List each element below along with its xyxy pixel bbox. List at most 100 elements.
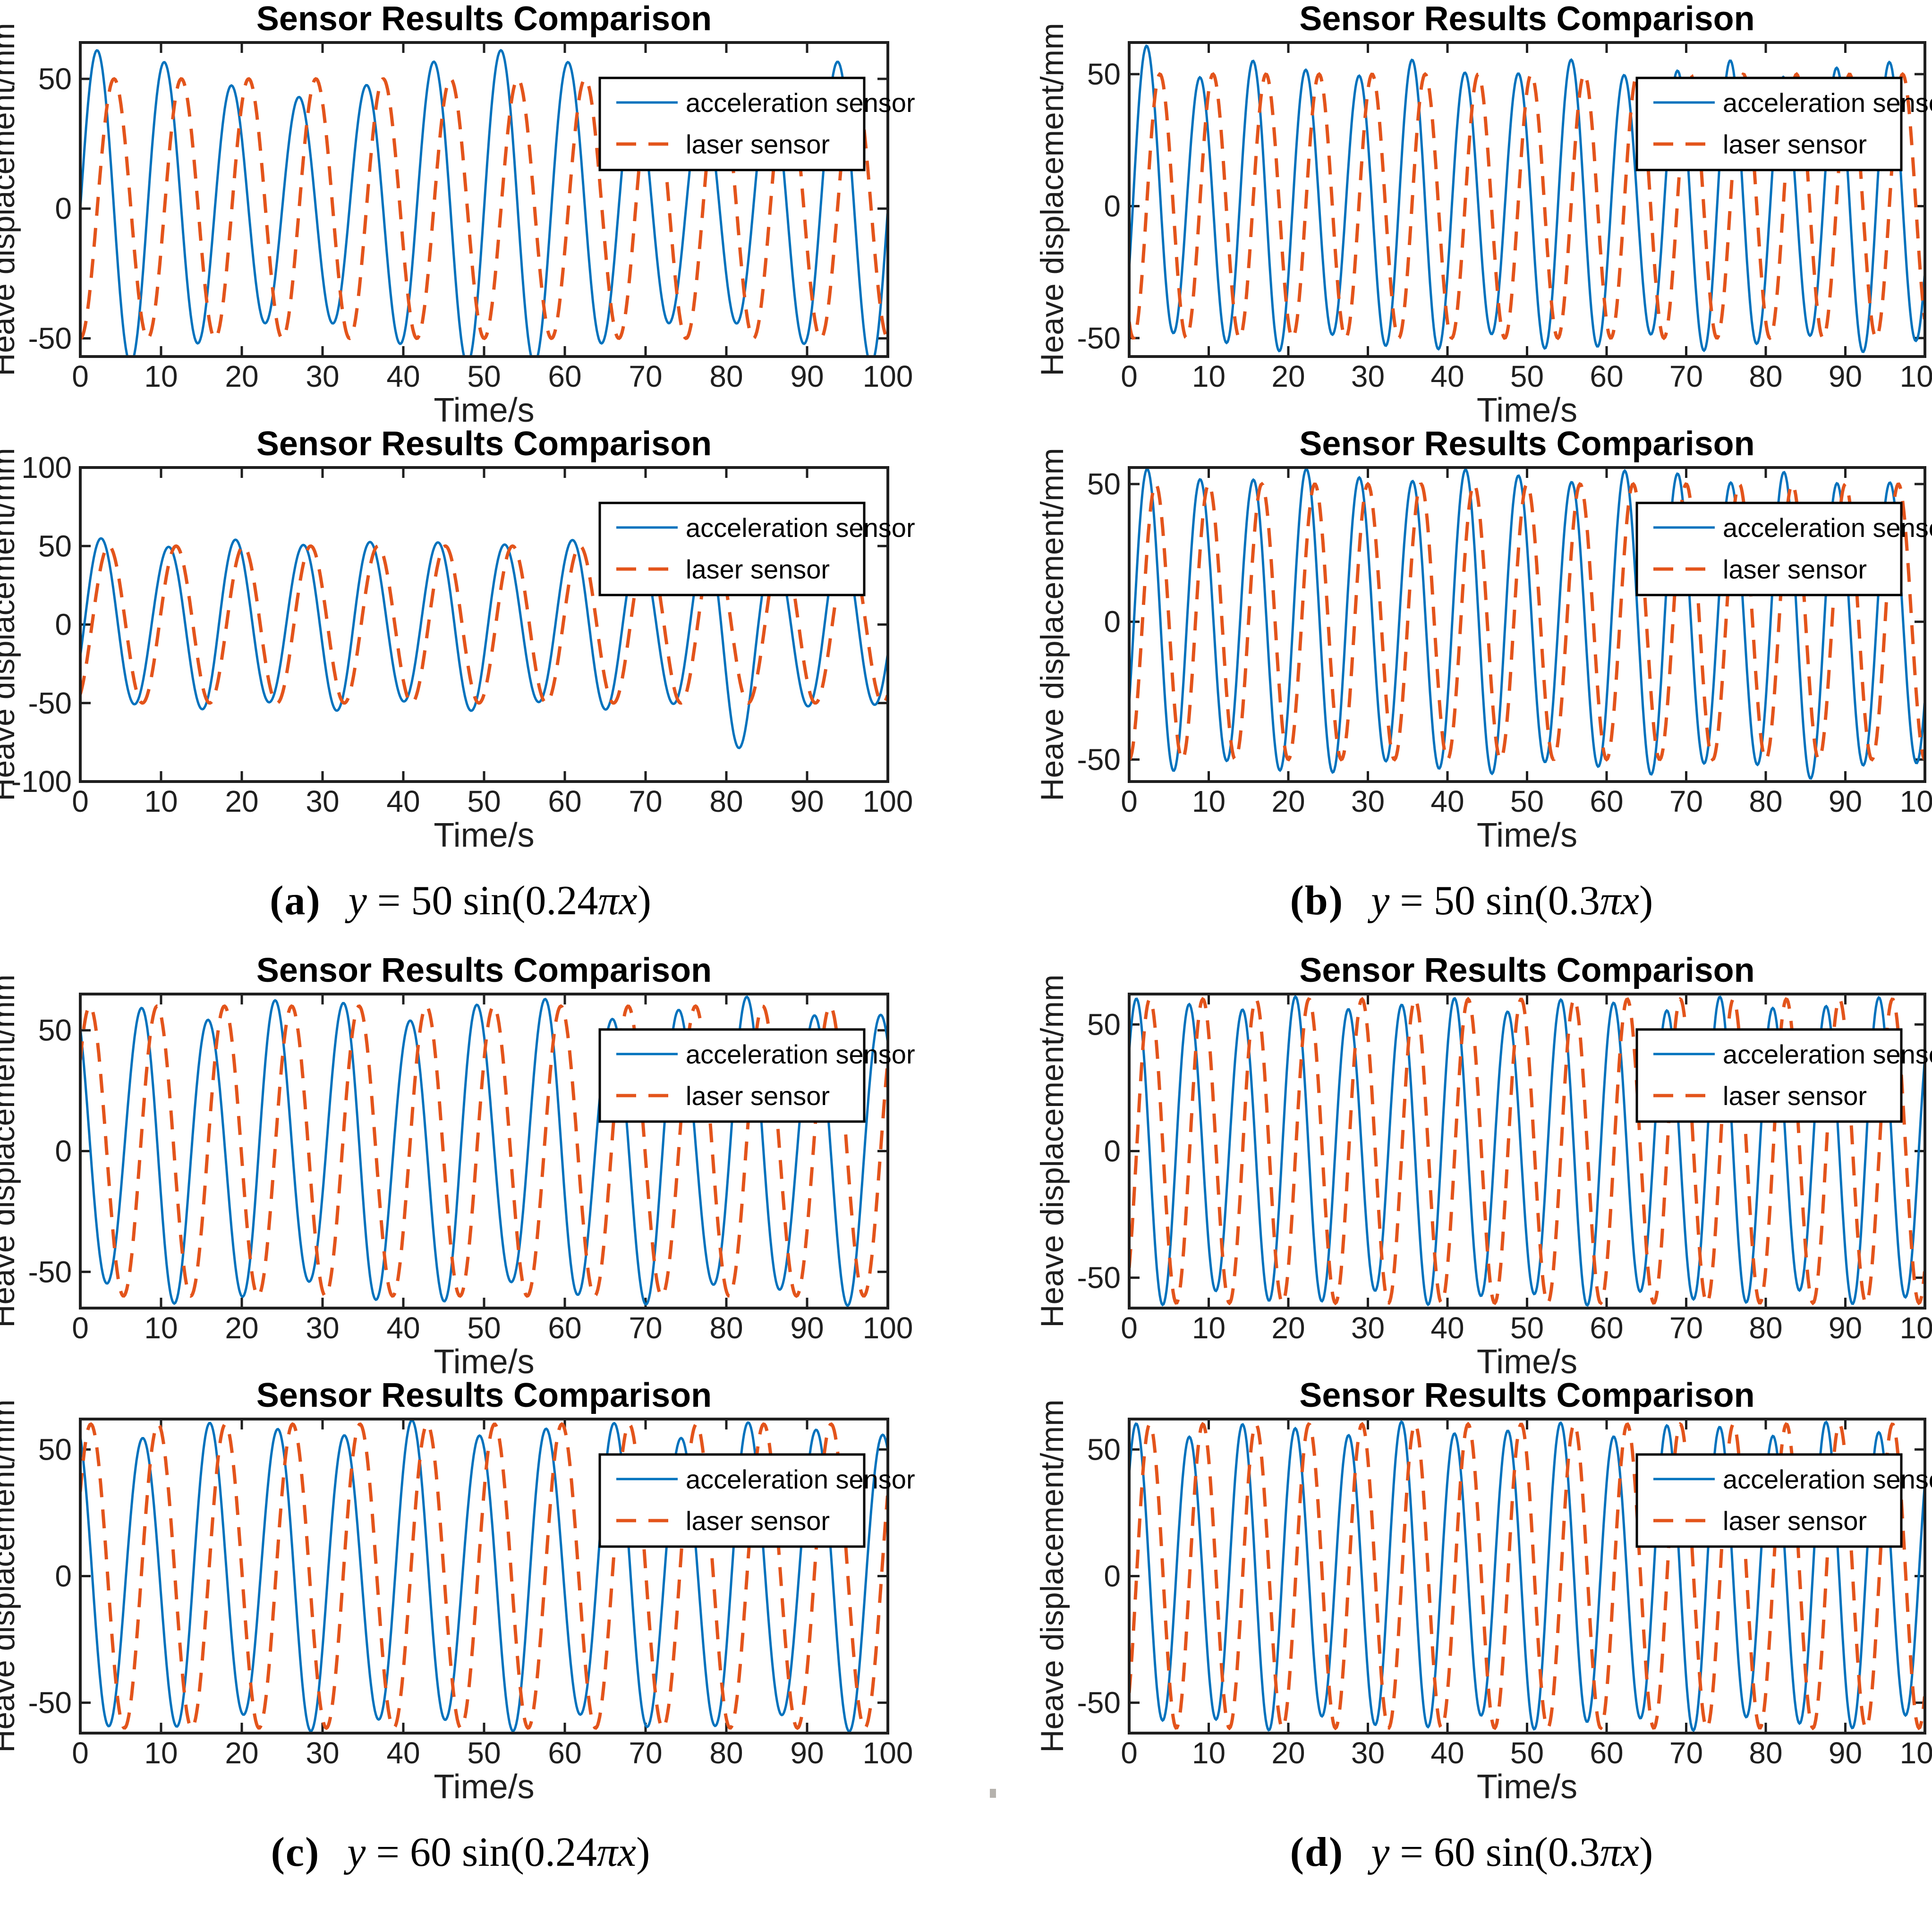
x-tick-label: 50 xyxy=(467,1736,501,1770)
x-tick-label: 80 xyxy=(1749,1736,1782,1770)
plot-title: Sensor Results Comparison xyxy=(1299,1377,1754,1414)
plot-a-bottom-canvas: Sensor Results Comparison 0 10 20 30 40 50 60 70… xyxy=(0,425,915,850)
x-tick-label: 80 xyxy=(709,1736,743,1770)
x-tick-label: 30 xyxy=(1351,359,1385,393)
y-tick-label: -50 xyxy=(28,1686,72,1720)
x-tick-label: 30 xyxy=(306,784,339,818)
x-tick-label: 10 xyxy=(1192,1311,1226,1345)
legend-box xyxy=(1635,502,1903,596)
x-tick-label: 10 xyxy=(1192,1736,1226,1770)
x-tick-label: 0 xyxy=(1121,1736,1138,1770)
y-tick-label: 0 xyxy=(1104,1134,1121,1168)
x-tick-label: 10 xyxy=(144,1311,178,1345)
acceleration-sensor-line xyxy=(80,537,888,749)
x-tick-label: 90 xyxy=(1829,784,1862,818)
legend-label: acceleration sensor xyxy=(686,513,915,543)
formula-segment: = 60 sin(0.24 xyxy=(366,1829,597,1875)
formula-segment: = 50 sin(0.24 xyxy=(366,878,598,924)
plot-b-bottom: Sensor Results Comparison 0 10 20 30 40 50 60 70… xyxy=(1011,425,1932,850)
y-tick-label: 50 xyxy=(38,62,72,96)
x-tick-label: 0 xyxy=(1121,1311,1138,1345)
x-axis-label: Time/s xyxy=(434,1768,534,1802)
plot-a-top: Sensor Results Comparison 0 10 20 30 40 50 60 70… xyxy=(0,0,921,425)
legend-label: acceleration sensor xyxy=(1723,513,1932,543)
x-tick-label: 70 xyxy=(1669,784,1703,818)
x-tick-label: 80 xyxy=(1749,359,1782,393)
acceleration-sensor-line xyxy=(80,1419,888,1733)
y-tick-label: 50 xyxy=(1087,1432,1121,1466)
x-tick-label: 50 xyxy=(1510,784,1544,818)
legend-label: acceleration sensor xyxy=(1723,88,1932,118)
y-tick-label: 0 xyxy=(1104,605,1121,639)
x-tick-label: 80 xyxy=(709,359,743,393)
x-tick-label: 90 xyxy=(790,1736,824,1770)
plot-title: Sensor Results Comparison xyxy=(1299,425,1754,463)
x-tick-label: 70 xyxy=(629,1736,662,1770)
axes-box xyxy=(79,993,889,1310)
y-tick-label: 50 xyxy=(1087,57,1121,91)
formula-segment: ) xyxy=(637,878,651,924)
x-tick-label: 40 xyxy=(1430,1311,1464,1345)
x-tick-label: 100 xyxy=(1900,1736,1932,1770)
y-tick-label: 0 xyxy=(55,608,72,642)
y-axis-label: Heave displacement/mm xyxy=(0,1399,21,1752)
axes-box xyxy=(79,1418,889,1735)
x-tick-label: 50 xyxy=(467,1311,501,1345)
y-tick-label: 0 xyxy=(1104,189,1121,223)
axes-box xyxy=(79,41,889,358)
caption-a-formula: y = 50 sin(0.24πx) xyxy=(349,877,651,925)
y-tick-label: 50 xyxy=(38,1432,72,1466)
legend-label: laser sensor xyxy=(1723,1081,1867,1111)
x-tick-label: 20 xyxy=(1271,1736,1305,1770)
plot-title: Sensor Results Comparison xyxy=(1299,952,1754,989)
y-tick-label: -50 xyxy=(1077,1686,1121,1720)
plot-d-bottom: Sensor Results Comparison 0 10 20 30 40 50 60 70… xyxy=(1011,1377,1932,1802)
acceleration-sensor-line xyxy=(80,49,888,357)
legend-label: laser sensor xyxy=(686,554,830,584)
x-tick-label: 100 xyxy=(863,359,913,393)
y-axis-label: Heave displacement/mm xyxy=(0,974,21,1327)
formula-segment: y xyxy=(1371,878,1390,924)
x-tick-label: 60 xyxy=(1590,784,1623,818)
x-tick-label: 50 xyxy=(1510,359,1544,393)
x-tick-label: 60 xyxy=(1590,1736,1623,1770)
x-tick-label: 70 xyxy=(1669,1311,1703,1345)
formula-segment: y xyxy=(1371,1829,1390,1875)
y-tick-label: -100 xyxy=(11,765,72,799)
x-tick-label: 90 xyxy=(790,784,824,818)
legend-label: laser sensor xyxy=(686,129,830,159)
plot-b-bottom-canvas: Sensor Results Comparison 0 10 20 30 40 50 60 70… xyxy=(1034,425,1932,850)
x-tick-label: 40 xyxy=(386,1736,420,1770)
y-axis-label: Heave displacement/mm xyxy=(1034,974,1070,1327)
axes-box xyxy=(1128,993,1926,1310)
axes-box xyxy=(1128,466,1926,783)
y-axis-label: Heave displacement/mm xyxy=(1034,23,1070,376)
formula-segment: πx xyxy=(598,878,638,924)
laser-sensor-line xyxy=(80,544,888,705)
legend-box xyxy=(1635,1028,1903,1123)
legend-label: laser sensor xyxy=(1723,1506,1867,1536)
x-tick-label: 70 xyxy=(1669,1736,1703,1770)
x-tick-label: 30 xyxy=(1351,1311,1385,1345)
formula-segment: πx xyxy=(1600,878,1640,924)
x-tick-label: 60 xyxy=(1590,1311,1623,1345)
y-tick-label: -50 xyxy=(1077,1261,1121,1295)
x-tick-label: 0 xyxy=(72,784,89,818)
x-tick-label: 0 xyxy=(1121,359,1138,393)
plot-a-top-canvas: Sensor Results Comparison 0 10 20 30 40 50 60 70… xyxy=(0,0,915,425)
legend-label: laser sensor xyxy=(686,1506,830,1536)
x-tick-label: 40 xyxy=(1430,784,1464,818)
x-tick-label: 70 xyxy=(629,1311,662,1345)
y-tick-label: 50 xyxy=(38,1013,72,1047)
axes-box xyxy=(1128,41,1926,358)
legend-box xyxy=(598,1028,866,1123)
y-tick-label: 0 xyxy=(55,192,72,226)
x-tick-label: 0 xyxy=(1121,784,1138,818)
y-tick-label: 50 xyxy=(38,529,72,563)
legend-box xyxy=(1635,77,1903,171)
x-axis-label: Time/s xyxy=(1477,816,1577,850)
x-tick-label: 90 xyxy=(1829,1311,1862,1345)
x-tick-label: 60 xyxy=(548,1311,581,1345)
x-tick-label: 40 xyxy=(386,1311,420,1345)
formula-segment: ) xyxy=(636,1829,650,1875)
